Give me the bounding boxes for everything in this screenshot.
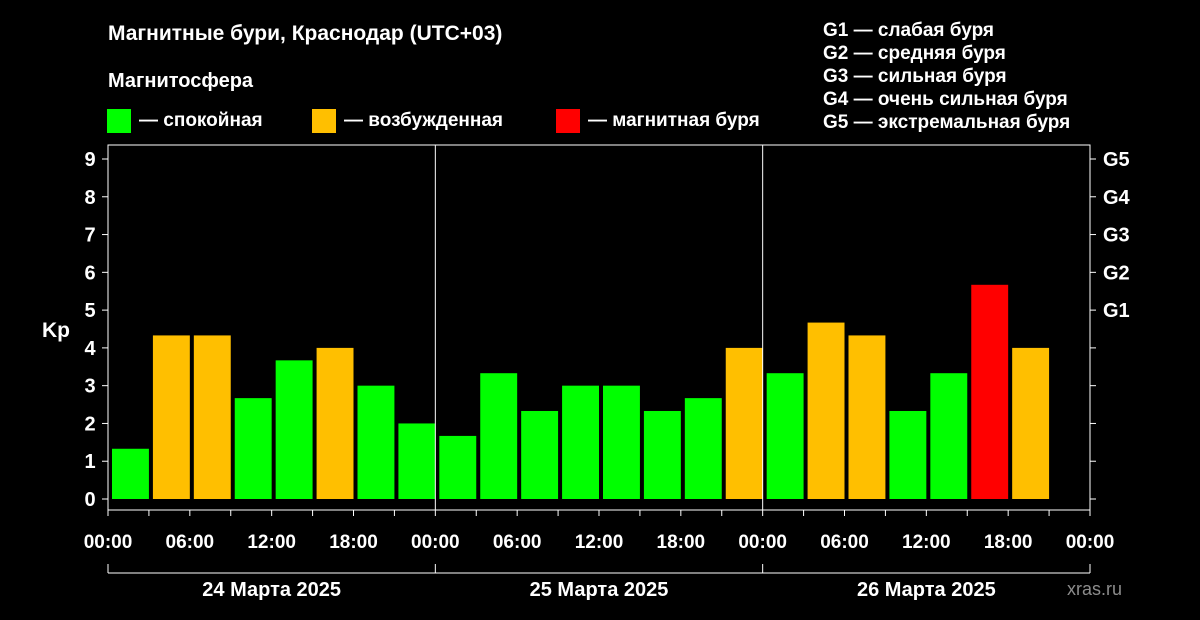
kp-bar xyxy=(930,373,968,499)
y-tick-label: 4 xyxy=(84,338,96,360)
y-tick-label: 5 xyxy=(84,300,95,322)
kp-bar xyxy=(562,385,599,499)
legend-label-quiet: — спокойная xyxy=(139,110,263,131)
kp-bar xyxy=(766,373,804,499)
legend-label-storm: — магнитная буря xyxy=(588,110,760,131)
g-level-label: G5 xyxy=(1103,149,1130,171)
y-tick-label: 8 xyxy=(84,187,95,209)
kp-bar xyxy=(357,385,395,499)
legend-item-excited: — возбужденная xyxy=(312,107,503,135)
kp-bar xyxy=(725,347,763,499)
kp-bar xyxy=(439,435,477,499)
legend-label-excited: — возбужденная xyxy=(344,110,504,131)
kp-bar xyxy=(684,398,722,499)
legend-swatch-quiet xyxy=(107,109,131,133)
x-tick-label: 00:00 xyxy=(738,532,787,553)
kp-bar xyxy=(152,335,190,499)
y-tick-label: 0 xyxy=(84,489,95,511)
g-scale-item: G5 — экстремальная буря xyxy=(823,112,1071,133)
chart-title: Магнитные бури, Краснодар (UTC+03) xyxy=(108,22,503,45)
x-tick-label: 06:00 xyxy=(166,532,215,553)
kp-bar xyxy=(398,423,436,499)
g-level-label: G3 xyxy=(1103,225,1130,247)
y-tick-label: 2 xyxy=(84,413,95,435)
x-tick-label: 12:00 xyxy=(575,532,624,553)
legend-title: Магнитосфера xyxy=(108,70,254,92)
legend-item-storm: — магнитная буря xyxy=(556,107,760,135)
x-tick-label: 12:00 xyxy=(247,532,296,553)
y-axis-label: Kp xyxy=(42,319,70,342)
g-level-label: G4 xyxy=(1103,187,1131,209)
g-scale-item: G2 — средняя буря xyxy=(823,43,1006,64)
watermark: xras.ru xyxy=(1067,579,1123,599)
kp-bar xyxy=(848,335,886,499)
kp-bar xyxy=(1012,347,1050,499)
y-tick-label: 1 xyxy=(84,451,95,473)
x-tick-label: 00:00 xyxy=(84,532,133,553)
x-tick-label: 12:00 xyxy=(902,532,951,553)
kp-bar xyxy=(234,398,272,499)
x-tick-label: 06:00 xyxy=(820,532,869,553)
x-tick-label: 18:00 xyxy=(329,532,378,553)
y-tick-label: 6 xyxy=(84,262,95,284)
g-level-label: G1 xyxy=(1103,300,1130,322)
kp-bar xyxy=(316,347,354,499)
g-level-label: G2 xyxy=(1103,262,1130,284)
x-tick-label: 00:00 xyxy=(411,532,460,553)
kp-bar xyxy=(643,410,681,499)
x-tick-label: 18:00 xyxy=(984,532,1033,553)
legend-swatch-storm xyxy=(556,109,580,133)
day-label: 25 Марта 2025 xyxy=(530,579,669,601)
kp-bar xyxy=(193,335,231,499)
x-tick-label: 06:00 xyxy=(493,532,542,553)
y-tick-label: 7 xyxy=(84,225,95,247)
x-tick-label: 00:00 xyxy=(1066,532,1115,553)
g-scale-item: G1 — слабая буря xyxy=(823,20,995,41)
kp-bar xyxy=(480,373,518,499)
g-scale-legend: G1 — слабая буря G2 — средняя буря G3 — … xyxy=(823,19,1070,134)
day-label: 26 Марта 2025 xyxy=(857,579,996,601)
x-tick-label: 18:00 xyxy=(657,532,706,553)
day-label: 24 Марта 2025 xyxy=(202,579,341,601)
kp-bar xyxy=(971,284,1009,499)
g-scale-item: G3 — сильная буря xyxy=(823,66,1007,87)
kp-bar xyxy=(275,360,313,499)
legend-swatch-excited xyxy=(312,109,336,133)
kp-bar xyxy=(603,385,640,499)
kp-bar xyxy=(112,448,149,499)
kp-bar xyxy=(521,410,559,499)
y-tick-label: 9 xyxy=(84,149,95,171)
kp-bar xyxy=(807,322,845,499)
kp-bar xyxy=(889,410,927,499)
legend-item-quiet: — спокойная xyxy=(107,107,263,135)
y-tick-label: 3 xyxy=(84,376,95,398)
g-scale-item: G4 — очень сильная буря xyxy=(823,89,1068,110)
